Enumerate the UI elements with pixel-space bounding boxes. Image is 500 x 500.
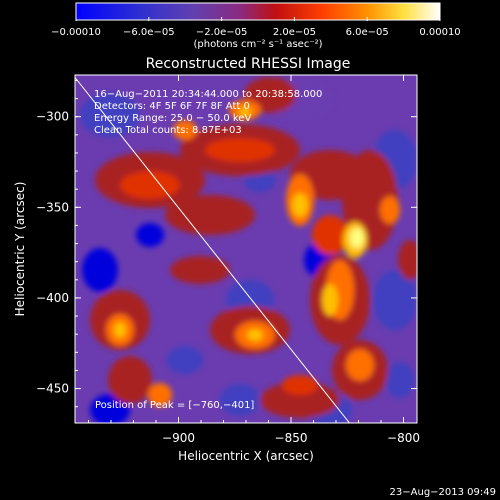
peak-position-label: Position of Peak = [−760,−401] [95, 400, 254, 411]
heatmap-blob [350, 228, 364, 248]
y-axis-label: Heliocentric Y (arcsec) [13, 182, 27, 317]
heatmap-blob [170, 256, 230, 284]
heatmap-blob [165, 195, 255, 235]
heatmap-blob [114, 322, 126, 338]
heatmap-blob [380, 196, 400, 224]
heatmap-blob [346, 349, 374, 381]
colorbar-unit-label: (photons cm⁻² s⁻¹ asec⁻²) [193, 39, 322, 50]
y-tick-label: −300 [36, 110, 69, 124]
x-tick-label: −800 [387, 431, 420, 445]
heatmap-blob [373, 270, 417, 330]
colorbar-tick-label: 0.00010 [419, 27, 460, 38]
colorbar-tick-label: −2.0e−05 [196, 27, 248, 38]
heatmap-blob [82, 248, 118, 292]
heatmap-field [80, 77, 417, 423]
heatmap-blob [239, 107, 251, 117]
annotation-time: 16−Aug−2011 20:34:44.000 to 20:38:58.000 [94, 89, 322, 100]
heatmap-blob [322, 284, 338, 316]
y-tick-label: −400 [36, 291, 69, 305]
colorbar-tick-label: −6.0e−05 [123, 27, 175, 38]
heatmap-blob [167, 346, 203, 374]
footer-timestamp: 23−Aug−2013 09:49 [390, 487, 496, 498]
colorbar [75, 2, 441, 21]
x-tick-label: −900 [162, 431, 195, 445]
annotation-detectors: Detectors: 4F 5F 6F 7F 8F Att 0 [94, 101, 250, 112]
annotation-energy: Energy Range: 25.0 − 50.0 keV [94, 113, 251, 124]
heatmap-blob [292, 193, 308, 217]
heatmap-blob [80, 93, 140, 137]
heatmap-blob [312, 215, 348, 255]
solar-limb-line [75, 76, 350, 423]
colorbar-tick-label: 2.0e−05 [273, 27, 316, 38]
colorbar-tick-label: 6.0e−05 [346, 27, 389, 38]
heatmap-blob [247, 329, 263, 341]
annotation-clean: Clean Total counts: 8.87E+03 [94, 125, 242, 136]
x-axis-label: Heliocentric X (arcsec) [178, 449, 314, 463]
heatmap-blob [108, 356, 152, 404]
y-tick-label: −450 [36, 382, 69, 396]
heatmap-blob [260, 382, 340, 418]
heatmap-blob [386, 362, 414, 398]
heatmap-blob [120, 171, 180, 199]
heatmap-blob [282, 375, 318, 395]
x-tick-label: −850 [275, 431, 308, 445]
heatmap-blob [398, 240, 417, 280]
y-tick-label: −350 [36, 200, 69, 214]
heatmap-blob [205, 138, 275, 162]
heatmap-blob [148, 383, 172, 407]
heatmap-blob [220, 384, 260, 416]
colorbar-tick-label: −0.00010 [51, 27, 101, 38]
heatmap-blob [173, 120, 197, 140]
heatmap-blob [136, 223, 164, 247]
chart-title: Reconstructed RHESSI Image [146, 56, 351, 72]
